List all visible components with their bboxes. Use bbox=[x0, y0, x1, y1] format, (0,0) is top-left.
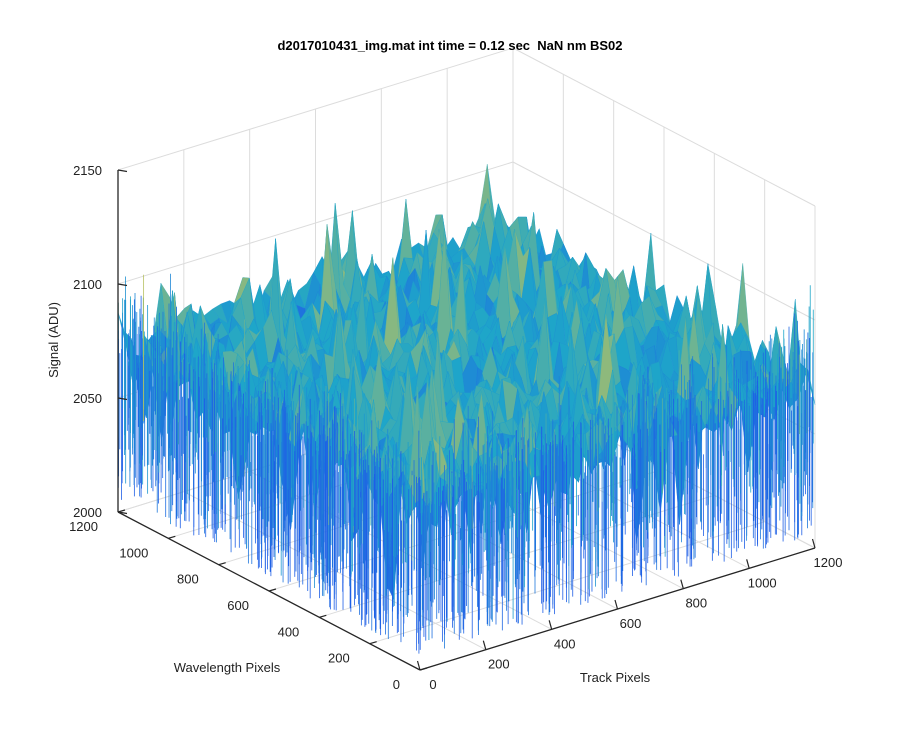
y-tick-label: 600 bbox=[227, 598, 249, 613]
z-tick bbox=[117, 397, 128, 401]
y-tick-label: 1000 bbox=[119, 545, 148, 560]
y-tick-label: 800 bbox=[177, 572, 199, 587]
x-tick-label: 1000 bbox=[748, 575, 777, 590]
floor-grid-line bbox=[369, 521, 765, 645]
x-tick bbox=[680, 579, 684, 589]
x-tick-label: 600 bbox=[620, 616, 642, 631]
x-tick bbox=[482, 640, 487, 650]
z-tick bbox=[117, 169, 128, 173]
labels-layer: Track Pixels Wavelength Pixels Signal (A… bbox=[46, 302, 651, 685]
z-tick-label: 2000 bbox=[73, 505, 102, 520]
surface-layer bbox=[117, 164, 816, 654]
x-tick bbox=[746, 559, 750, 569]
x-tick bbox=[416, 660, 421, 671]
y-tick bbox=[369, 641, 377, 645]
y-tick-label: 1200 bbox=[69, 519, 98, 534]
y-tick bbox=[268, 588, 277, 592]
z-tick bbox=[117, 283, 128, 287]
y-tick-label: 200 bbox=[328, 651, 350, 666]
y-tick bbox=[168, 535, 176, 539]
z-tick-label: 2100 bbox=[73, 277, 102, 292]
wall-grid-line bbox=[117, 47, 514, 171]
wall-grid-line bbox=[512, 47, 816, 207]
y-tick bbox=[419, 667, 428, 671]
y-tick bbox=[218, 562, 226, 566]
x-tick bbox=[614, 599, 619, 610]
z-tick bbox=[117, 511, 128, 515]
y-tick bbox=[319, 614, 327, 618]
x-axis-label: Track Pixels bbox=[580, 670, 651, 685]
x-tick bbox=[811, 538, 816, 549]
x-tick-label: 800 bbox=[685, 596, 707, 611]
wall-grid-line bbox=[512, 161, 816, 321]
y-axis-label: Wavelength Pixels bbox=[174, 660, 281, 675]
x-tick-label: 200 bbox=[488, 657, 510, 672]
axes-layer: 0 200 400 600 800 1000 1200 0 200 400 600 800 1000 12… bbox=[69, 163, 842, 692]
y-tick-label: 0 bbox=[393, 677, 400, 692]
x-tick-label: 1200 bbox=[814, 555, 843, 570]
z-axis-label: Signal (ADU) bbox=[46, 302, 61, 378]
z-tick-label: 2050 bbox=[73, 391, 102, 406]
chart-title: d2017010431_img.mat int time = 0.12 sec … bbox=[277, 38, 623, 53]
wall-grid-line bbox=[117, 161, 514, 285]
z-tick-label: 2150 bbox=[73, 163, 102, 178]
x-tick-label: 0 bbox=[429, 677, 436, 692]
x-tick bbox=[548, 620, 553, 630]
x-tick-label: 400 bbox=[554, 636, 576, 651]
y-tick-label: 400 bbox=[278, 624, 300, 639]
